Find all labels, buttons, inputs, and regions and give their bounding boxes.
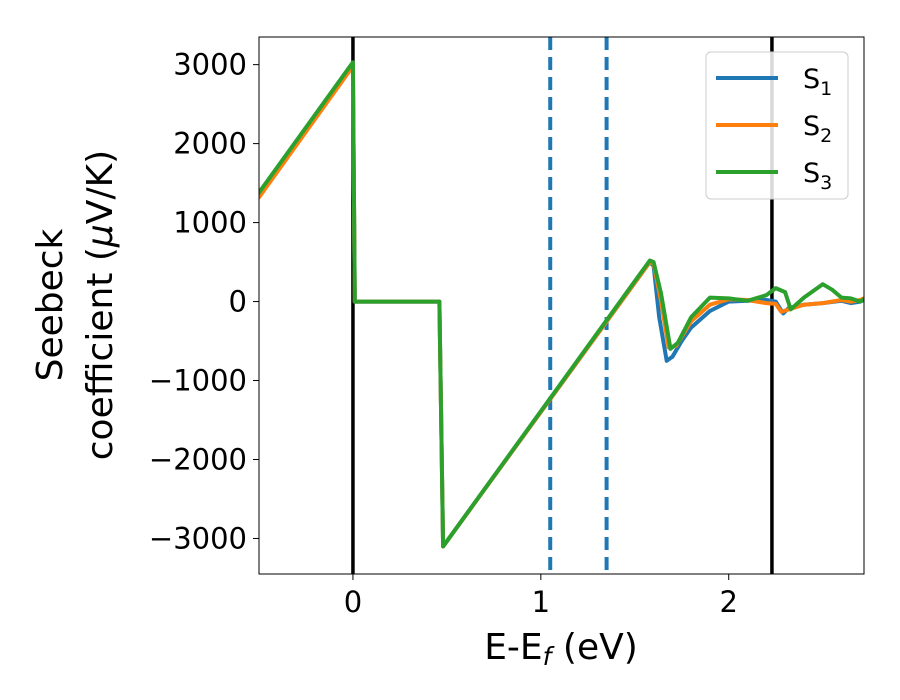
y-tick-label: 2000 bbox=[173, 127, 247, 161]
y-tick-label: −3000 bbox=[149, 521, 247, 555]
plot-frame bbox=[258, 36, 865, 575]
legend-label-s2: S2 bbox=[803, 111, 832, 147]
x-tick-label: 0 bbox=[344, 585, 362, 619]
x-axis-label: E-Ef (eV) bbox=[484, 627, 638, 671]
x-tick-label: 1 bbox=[532, 585, 550, 619]
y-axis-ticks: −3000 −2000 −1000 0 1000 2000 3000 bbox=[149, 48, 259, 555]
y-tick-label: 0 bbox=[229, 285, 247, 319]
series-lines bbox=[259, 60, 864, 549]
y-axis-label-line2: coefficient (μV/K) bbox=[80, 150, 121, 460]
y-tick-label: −1000 bbox=[149, 364, 247, 398]
y-tick-label: 3000 bbox=[173, 48, 247, 82]
y-axis-label: Seebeck coefficient (μV/K) bbox=[30, 150, 121, 460]
y-axis-label-line1: Seebeck bbox=[30, 228, 71, 381]
legend-label-s1: S1 bbox=[803, 64, 832, 100]
y-tick-label: 1000 bbox=[173, 206, 247, 240]
series-line-s3 bbox=[259, 60, 864, 549]
legend-label-s3: S3 bbox=[803, 158, 832, 194]
x-tick-label: 2 bbox=[719, 585, 737, 619]
legend: S1 S2 S3 bbox=[705, 51, 849, 200]
y-tick-label: −2000 bbox=[149, 442, 247, 476]
x-axis-ticks: 0 1 2 bbox=[344, 574, 738, 619]
